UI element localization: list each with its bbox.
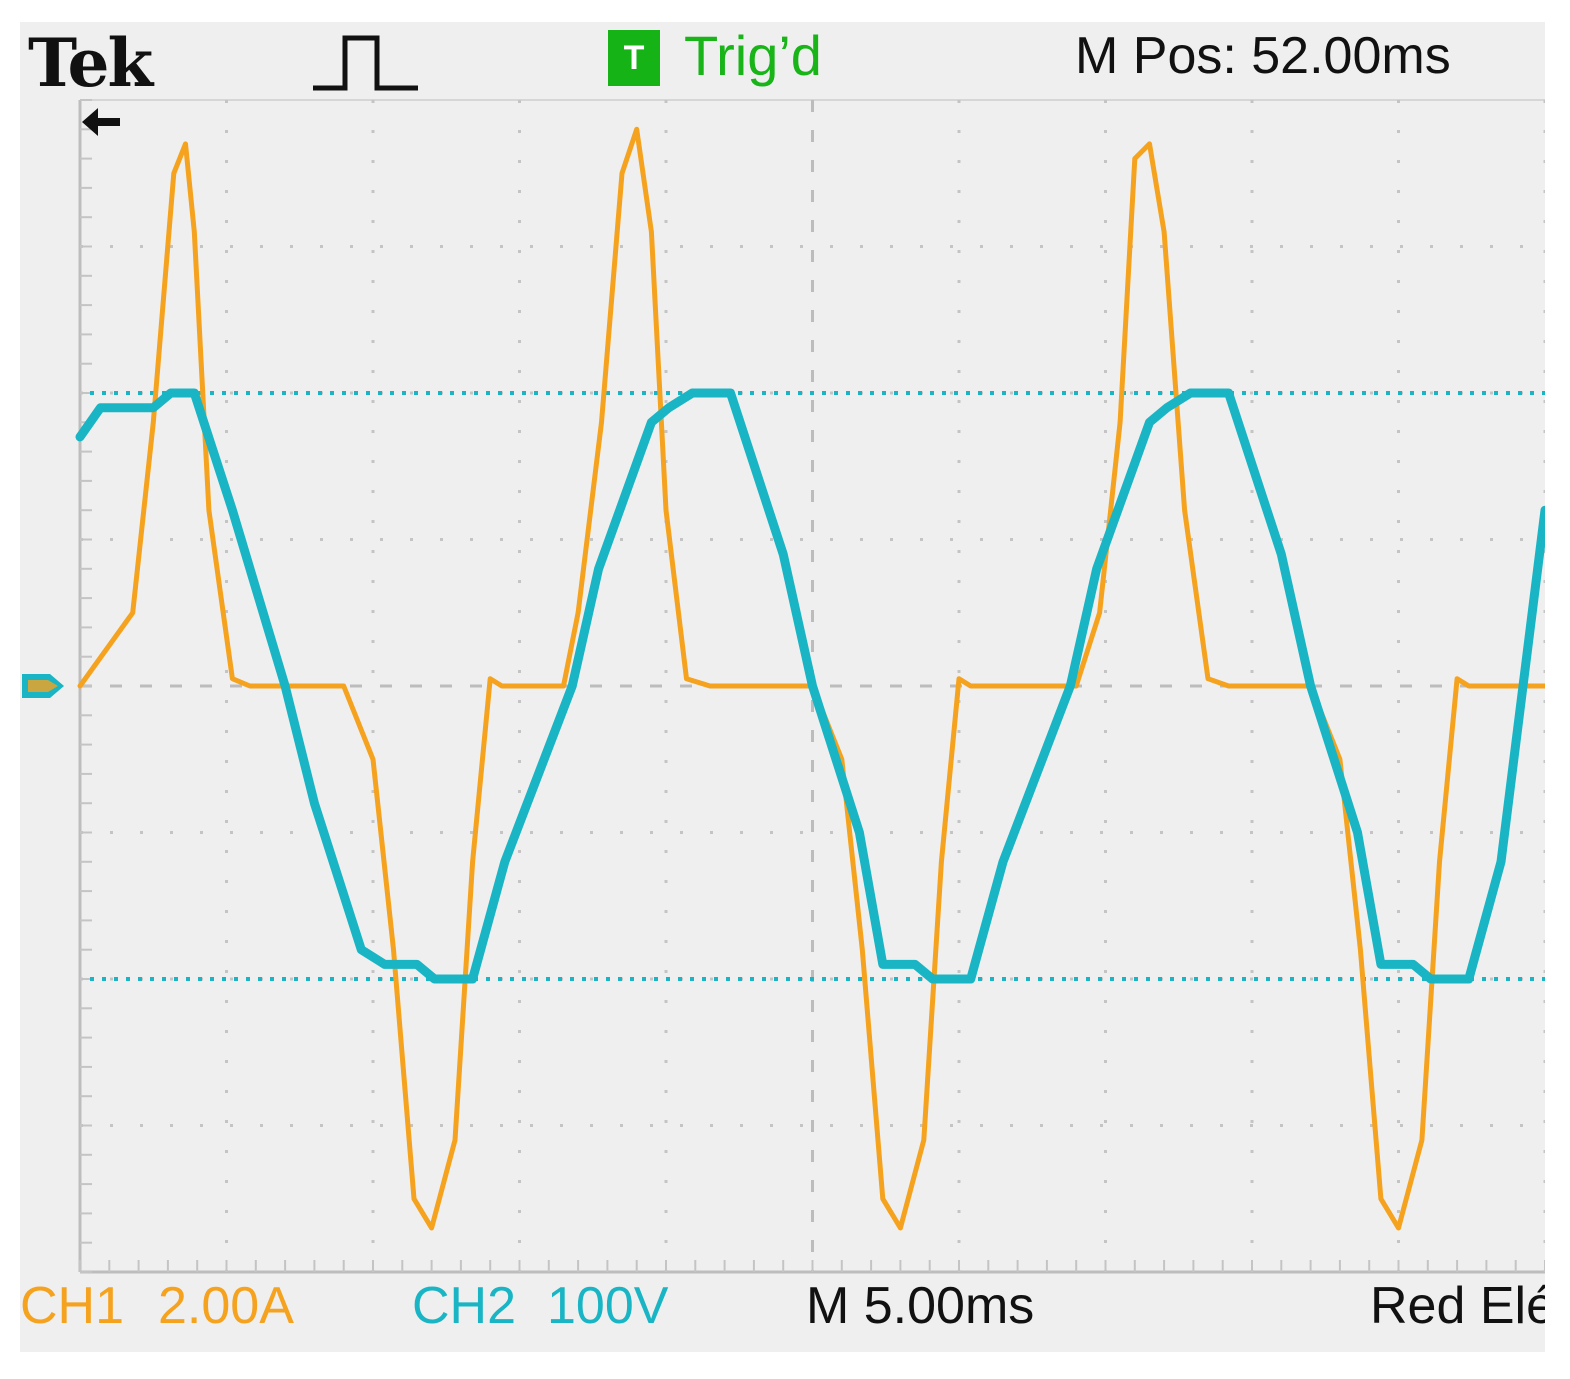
ch2-scale: 100V [547,1277,669,1335]
footer-text: Red Elé [1370,1280,1545,1332]
ch2-label: CH2 [412,1277,517,1335]
timebase-readout: M 5.00ms [806,1277,1035,1335]
left-arrow-icon [82,108,120,136]
waveform-plot [22,99,1545,1274]
ch1-marker-icon [28,680,58,692]
trigger-badge: T [608,30,660,86]
ch1-scale: 2.00A [158,1277,294,1335]
position-readout: M Pos: 52.00ms [1075,27,1451,85]
oscilloscope-screen: Tek T Trig’d M Pos: 52.00ms CH1 2.00A CH… [20,22,1545,1352]
ch1-label: CH1 [20,1277,125,1335]
trace-ch2 [75,388,1545,984]
trigger-status: Trig’d [684,24,822,87]
brand-logo: Tek [28,24,153,102]
